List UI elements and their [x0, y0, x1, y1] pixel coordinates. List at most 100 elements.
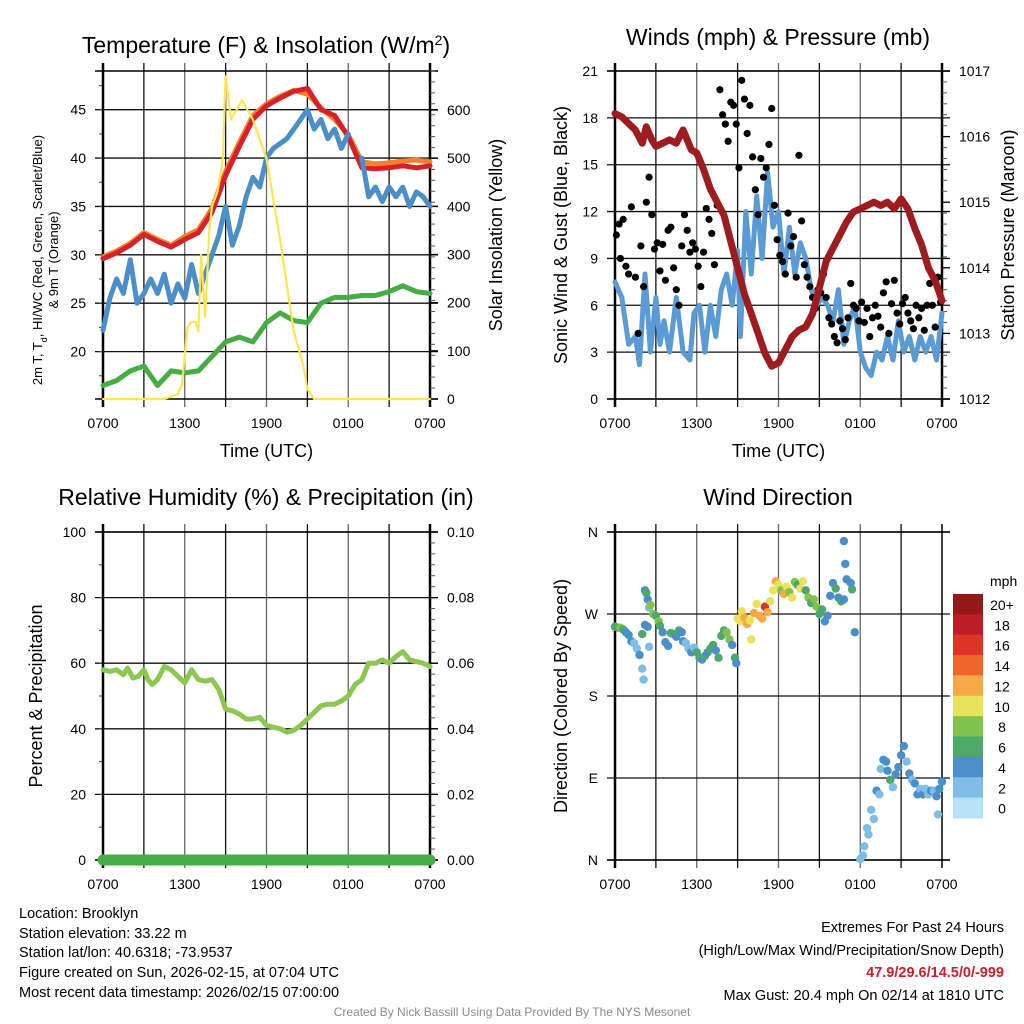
gust-point [822, 293, 830, 302]
y-tick-label: 18 [582, 110, 598, 126]
wind-direction-point [732, 659, 741, 668]
gust-point [776, 251, 784, 259]
colorbar-swatch [953, 675, 983, 697]
wind-direction-point [823, 611, 832, 621]
gust-point [667, 223, 675, 231]
wind-direction-point [639, 675, 648, 684]
gust-point [705, 215, 713, 223]
wind-direction-point [644, 642, 654, 651]
gust-point [898, 300, 907, 308]
gust-point [912, 301, 920, 309]
y-right-tick-label: 0.02 [447, 786, 474, 802]
gust-point [890, 276, 898, 284]
y-tick-label: 100 [63, 524, 87, 540]
colorbar-swatch [953, 736, 983, 758]
wind-direction-point [643, 622, 652, 631]
y-tick-label: 25 [70, 295, 86, 311]
gust-point [656, 267, 664, 275]
gust-point [612, 231, 620, 239]
max-gust-text: Max Gust: 20.4 mph On 02/14 at 1810 UTC [723, 987, 1004, 1004]
gust-point [710, 261, 719, 269]
gust-point [896, 320, 904, 328]
x-tick-label: 1300 [169, 415, 200, 431]
y-tick-label: 30 [70, 247, 86, 263]
series-2m-t [100, 85, 433, 262]
wind-direction-point [932, 792, 941, 801]
gust-point [640, 282, 648, 291]
latlon-text: Station lat/lon: 40.6318; -73.9537 [19, 945, 233, 962]
wind-direction-point [935, 784, 944, 794]
y-tick-label: W [585, 606, 599, 622]
y-tick-label: 20 [70, 786, 86, 802]
wind-direction-point [727, 640, 737, 650]
gust-point [828, 320, 836, 328]
series-hi-wc [100, 107, 433, 333]
chart-title: Relative Humidity (%) & Precipitation (i… [58, 484, 473, 510]
y-right-tick-label: 1015 [959, 194, 990, 210]
wind-direction-point [766, 597, 775, 606]
gust-point [787, 242, 795, 250]
wind-direction-point [714, 653, 723, 662]
x-tick-label: 0700 [87, 415, 118, 431]
colorbar-label: 10 [994, 699, 1010, 715]
gust-point [631, 273, 640, 281]
wind-direction-point [876, 764, 885, 774]
wind-direction-point [896, 751, 906, 760]
y-right-tick-label: 400 [447, 198, 471, 214]
y-tick-label: 45 [70, 102, 86, 118]
y-right-tick-label: 300 [447, 247, 471, 263]
y-right-axis-label: Solar Insolation (Yellow) [486, 139, 506, 331]
chart-title: Winds (mph) & Pressure (mb) [626, 24, 930, 50]
gust-point [928, 301, 937, 309]
gust-point [795, 151, 803, 159]
x-tick-label: 0700 [87, 876, 118, 892]
gust-point [773, 236, 781, 244]
gust-point [625, 270, 633, 278]
wind-direction-point [655, 621, 665, 631]
gust-point [721, 120, 729, 128]
wind-direction-point [638, 664, 647, 673]
y-tick-label: 60 [70, 655, 86, 671]
gust-point [686, 248, 694, 256]
gust-point [691, 245, 699, 253]
y-tick-label: S [589, 688, 598, 704]
wind-direction-point [737, 607, 746, 616]
y-right-tick-label: 200 [447, 295, 471, 311]
gust-point [746, 101, 754, 109]
y-right-tick-label: 1016 [959, 129, 990, 145]
gust-point [762, 164, 770, 172]
wind-direction-point [722, 628, 731, 637]
colorbar-label: 2 [998, 780, 1006, 796]
wind-direction-point [888, 782, 898, 792]
gust-point [923, 301, 931, 309]
gust-point [729, 101, 738, 109]
wind-direction-point [886, 775, 895, 785]
wind-direction-point [677, 628, 686, 637]
wind-direction-point [711, 646, 721, 655]
wind-direction-point [891, 770, 900, 779]
gust-point [789, 232, 798, 241]
gust-point [798, 217, 806, 225]
gust-point [931, 323, 939, 331]
colorbar-swatch [953, 614, 983, 636]
x-tick-label: 0700 [599, 876, 630, 892]
x-tick-label: 0100 [845, 415, 876, 431]
gust-point [855, 317, 863, 325]
wind-direction-point [747, 635, 756, 644]
y-tick-label: N [588, 524, 598, 540]
gust-point [751, 186, 759, 194]
gust-point [669, 264, 678, 272]
y-axis-label-line2: & 9m T (Orange) [46, 211, 61, 308]
gust-point [627, 203, 635, 211]
y-tick-label: 9 [590, 250, 598, 266]
y-right-tick-label: 1017 [959, 63, 990, 79]
elevation-text: Station elevation: 33.22 m [19, 925, 187, 942]
gust-point [800, 261, 808, 269]
wind-direction-point [638, 629, 647, 639]
y-tick-label: 21 [582, 63, 598, 79]
y-right-tick-label: 100 [447, 343, 471, 359]
gust-point [806, 282, 814, 291]
x-axis-label: Time (UTC) [732, 441, 825, 461]
y-axis-label: Sonic Wind & Gust (Blue, Black) [551, 106, 571, 364]
